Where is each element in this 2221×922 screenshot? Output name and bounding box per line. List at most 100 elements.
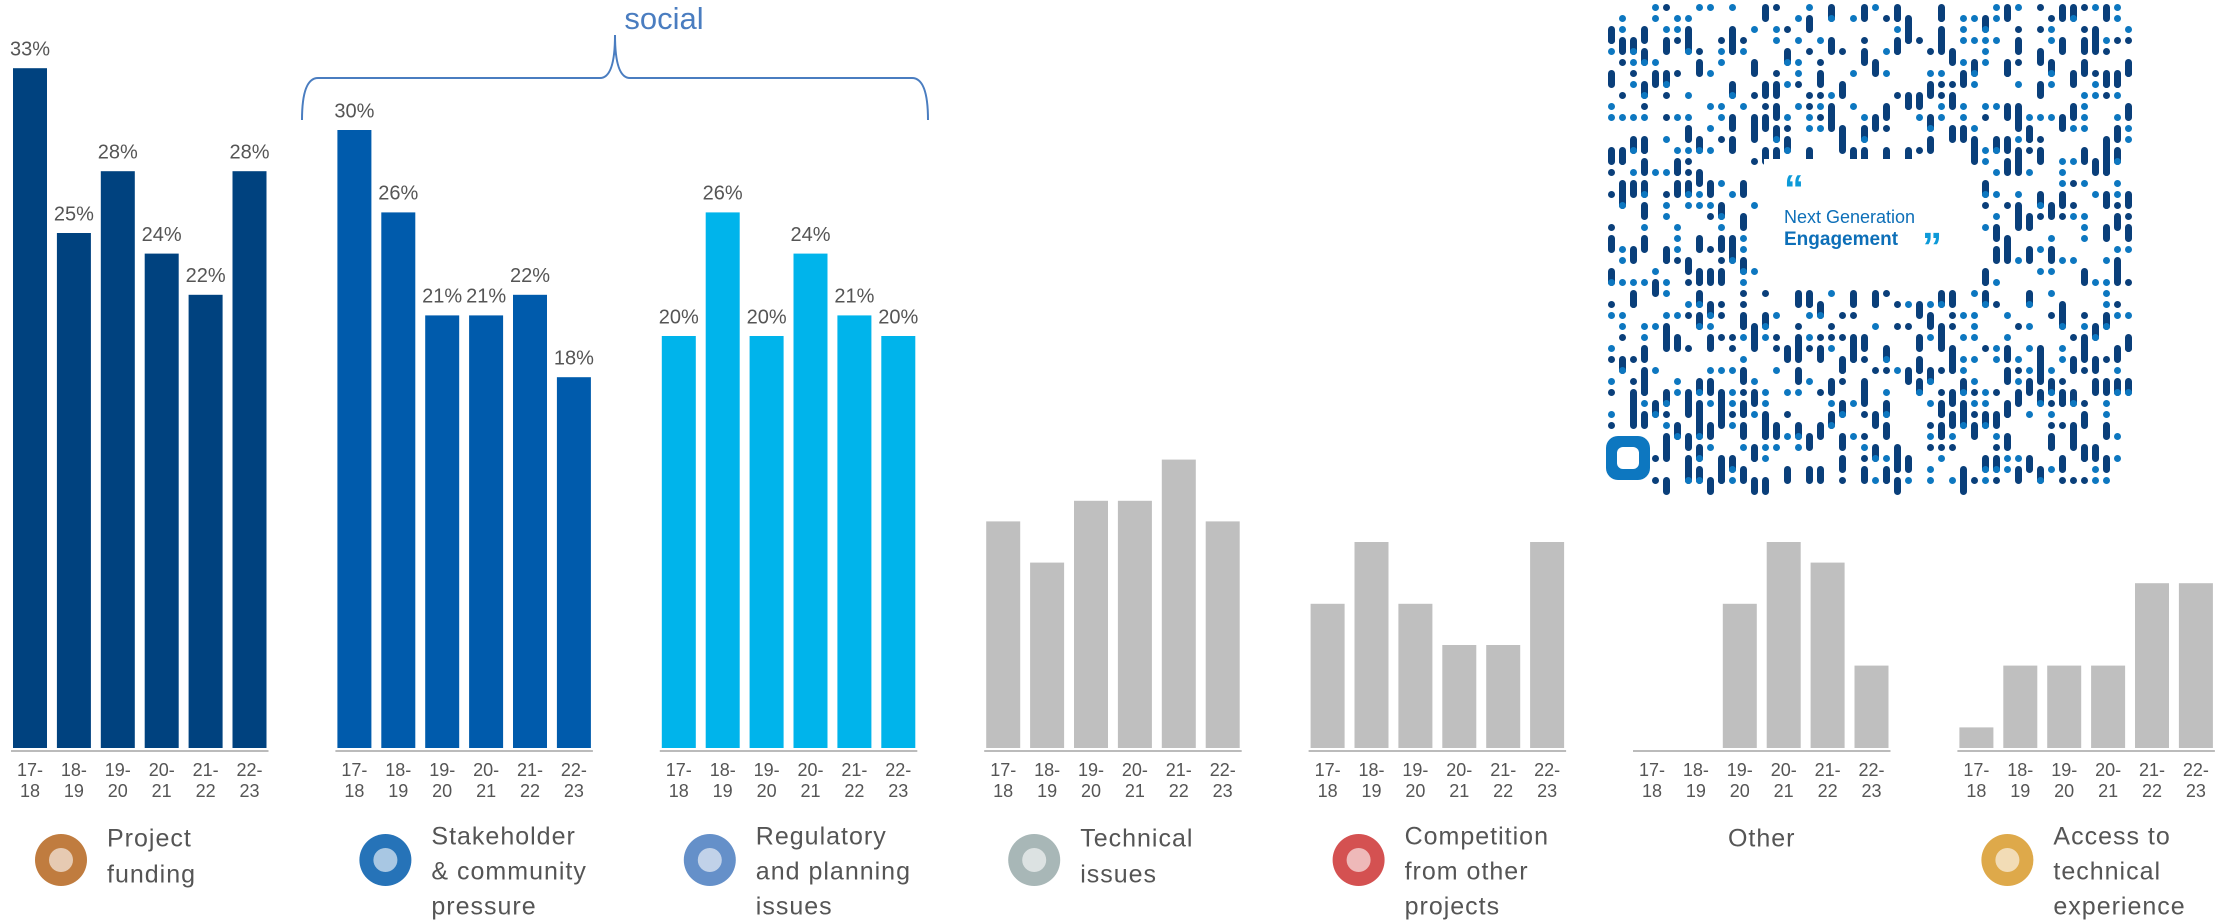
qr-dot <box>1608 114 1615 121</box>
qr-dot <box>1971 356 1978 363</box>
qr-dot <box>1949 367 1956 374</box>
qr-dot <box>1630 70 1637 77</box>
qr-dot <box>1773 103 1780 121</box>
qr-dot <box>1641 114 1648 121</box>
x-tick-label: 22- <box>885 760 911 780</box>
qr-dot <box>1729 48 1736 55</box>
qr-dot <box>1608 422 1615 429</box>
qr-dot <box>1982 466 1989 473</box>
qr-dot <box>1630 246 1637 264</box>
qr-dot <box>1663 169 1670 176</box>
qr-dot <box>1608 224 1615 231</box>
x-tick-label: 23 <box>1861 781 1881 801</box>
x-tick-label: 20- <box>1446 760 1472 780</box>
value-label: 18% <box>554 347 594 369</box>
qr-dot <box>1993 15 2000 22</box>
qr-dot <box>1971 37 1978 44</box>
qr-text: Next Generation <box>1784 207 1915 227</box>
x-tick-label: 18- <box>61 760 87 780</box>
qr-dot <box>1949 81 1956 88</box>
x-tick-label: 22 <box>520 781 540 801</box>
qr-dot <box>1718 136 1725 143</box>
qr-dot <box>1674 334 1681 352</box>
qr-dot <box>1729 345 1736 352</box>
qr-dot <box>2059 180 2066 187</box>
qr-dot <box>2103 279 2110 286</box>
qr-dot <box>1652 268 1659 275</box>
qr-dot <box>1971 400 1978 407</box>
qr-dot <box>1740 279 1747 286</box>
qr-dot <box>1619 114 1626 121</box>
qr-dot <box>1927 433 1934 440</box>
x-tick-label: 21 <box>1125 781 1145 801</box>
qr-dot <box>1729 422 1736 429</box>
qr-dot <box>1608 345 1615 352</box>
qr-dot <box>2004 103 2011 121</box>
qr-dot <box>1949 444 1956 451</box>
bar <box>232 171 267 748</box>
bar <box>1161 459 1196 748</box>
qr-dot <box>1608 37 1615 44</box>
bar <box>556 377 591 748</box>
qr-dot <box>2103 301 2110 308</box>
qr-dot <box>1608 169 1615 176</box>
value-label: 25% <box>54 203 94 225</box>
qr-dot <box>1608 411 1615 418</box>
qr-dot <box>1971 290 1978 297</box>
qr-dot <box>1861 455 1868 462</box>
qr-dot <box>1608 191 1615 198</box>
qr-dot <box>2037 367 2044 385</box>
qr-dot <box>1641 202 1648 220</box>
qr-dot <box>1641 158 1648 176</box>
qr-dot <box>1641 400 1648 407</box>
qr-dot <box>1927 334 1934 341</box>
qr-dot <box>2037 26 2044 33</box>
bar <box>1354 542 1389 748</box>
qr-dot <box>1883 15 1890 22</box>
qr-dot <box>2070 433 2077 451</box>
qr-dot <box>2037 81 2044 99</box>
qr-dot <box>1751 378 1758 385</box>
qr-dot <box>1806 48 1813 55</box>
qr-dot <box>1839 367 1846 374</box>
qr-dot <box>1751 455 1758 462</box>
qr-dot <box>1663 411 1670 418</box>
qr-dot <box>1729 477 1736 484</box>
qr-dot <box>1707 125 1714 132</box>
qr-dot <box>1784 433 1791 440</box>
qr-dot <box>1806 334 1813 341</box>
icon <box>683 834 736 886</box>
qr-dot <box>2004 367 2011 385</box>
qr-dot <box>1751 268 1758 275</box>
qr-dot <box>1872 301 1879 308</box>
qr-dot <box>1707 213 1714 220</box>
qr-dot <box>2114 367 2121 374</box>
qr-dot <box>1828 334 1835 341</box>
legend-label: pressure <box>431 893 536 921</box>
qr-dot <box>1784 147 1791 154</box>
qr-dot <box>1685 147 1692 154</box>
qr-dot <box>1751 477 1758 495</box>
qr-dot <box>1762 455 1769 462</box>
x-tick-label: 19 <box>1361 781 1381 801</box>
qr-dot <box>1982 147 1989 154</box>
x-tick-label: 17- <box>666 760 692 780</box>
qr-dot <box>1751 92 1758 99</box>
qr-dot <box>1982 59 1989 66</box>
qr-dot <box>1927 136 1934 154</box>
qr-dot <box>1883 290 1890 297</box>
qr-dot <box>1828 114 1835 132</box>
x-tick-label: 19 <box>1686 781 1706 801</box>
qr-dot <box>2125 246 2132 253</box>
x-tick-label: 18- <box>385 760 411 780</box>
bar <box>425 315 460 748</box>
bar <box>2091 665 2126 748</box>
qr-dot <box>1751 59 1758 77</box>
qr-dot <box>1685 345 1692 352</box>
qr-dot <box>1960 356 1967 363</box>
qr-dot <box>2125 37 2132 44</box>
qr-dot <box>1696 147 1703 154</box>
qr-dot <box>2004 345 2011 363</box>
qr-dot <box>1960 334 1967 341</box>
qr-dot <box>1685 158 1692 165</box>
